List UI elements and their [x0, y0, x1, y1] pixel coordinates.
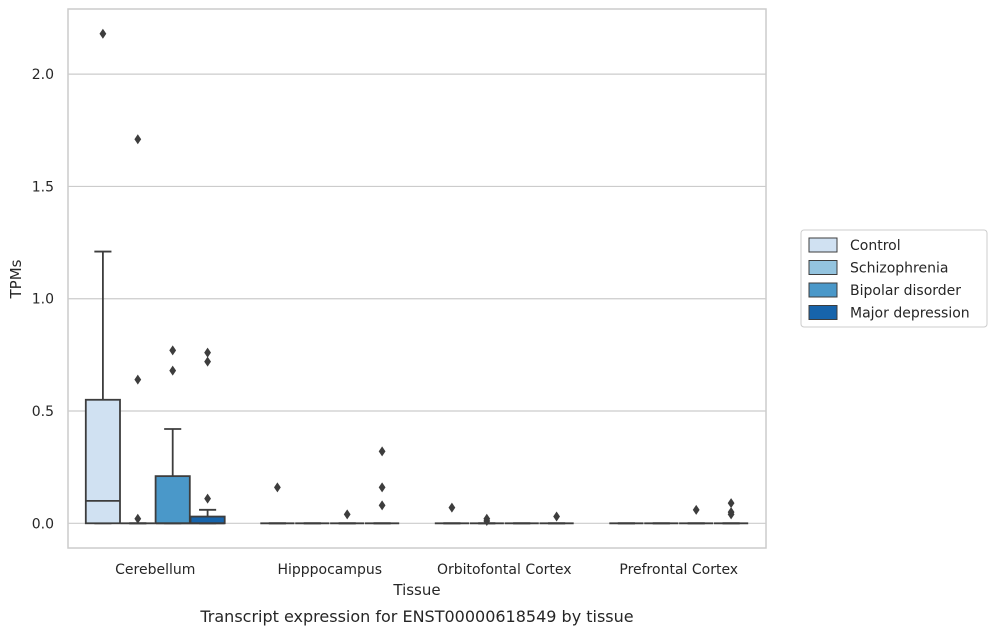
y-tick-label: 0.5 [32, 404, 54, 420]
outlier-point [378, 482, 386, 493]
y-axis-label: TPMs [7, 259, 25, 299]
x-tick-label: Cerebellum [115, 562, 195, 578]
legend-item-label: Schizophrenia [850, 261, 948, 277]
plot-frame [67, 8, 767, 549]
outlier-point [169, 365, 177, 376]
outlier-point [134, 374, 142, 385]
outlier-point [204, 347, 211, 358]
legend-swatch [808, 237, 838, 253]
legend-item-label: Control [850, 238, 901, 254]
box [154, 475, 191, 525]
x-axis-label: Tissue [392, 581, 440, 599]
outlier-point [204, 356, 211, 367]
box-plots [84, 28, 749, 527]
y-tick-label: 0.0 [32, 516, 54, 532]
box-plot [469, 513, 504, 527]
box-plot [539, 511, 574, 525]
y-tick-label: 2.0 [32, 67, 54, 83]
box-plot [364, 446, 400, 525]
outlier-point [134, 134, 142, 145]
y-tick-label: 1.5 [32, 179, 54, 195]
box-plot [434, 502, 470, 525]
outlier-point [378, 500, 386, 511]
outlier-point [99, 28, 107, 39]
x-tick-label: Prefrontal Cortex [619, 562, 738, 578]
box [84, 398, 121, 525]
box-plot [154, 345, 191, 525]
box-plot [260, 482, 295, 525]
legend-item-label: Bipolar disorder [850, 283, 961, 299]
outlier-point [204, 493, 211, 504]
box [189, 515, 226, 525]
outlier-point [169, 345, 177, 356]
outlier-point [448, 502, 456, 513]
legend-swatch [808, 260, 838, 275]
outlier-point [553, 511, 560, 522]
legend-swatch [808, 305, 838, 320]
outlier-point [727, 498, 735, 509]
outlier-point [483, 516, 491, 527]
box-plot [330, 509, 365, 525]
box-plot [189, 347, 226, 525]
legend-frame [800, 229, 988, 328]
outlier-point [727, 509, 735, 520]
outlier-point [343, 509, 351, 520]
outlier-point [274, 482, 281, 493]
box-plot [120, 134, 155, 525]
x-axis-ticks: Cerebellum Hipppocampus Orbitofontal Corte… [115, 562, 738, 578]
box-plot [84, 28, 121, 525]
box-plot [713, 498, 749, 525]
y-tick-label: 1.0 [32, 292, 54, 308]
legend: Control Schizophrenia Bipolar disorder Majo… [800, 229, 988, 328]
legend-item-label: Major depression [850, 306, 970, 322]
outlier-point [692, 504, 700, 515]
y-axis-ticks: 0.0 0.5 1.0 1.5 2.0 [32, 67, 54, 532]
outlier-point [134, 513, 142, 524]
x-tick-label: Hipppocampus [277, 562, 382, 578]
outlier-point [378, 446, 386, 457]
chart-caption: Transcript expression for ENST0000061854… [199, 607, 633, 626]
x-tick-label: Orbitofontal Cortex [437, 562, 572, 578]
box-plot [679, 504, 714, 525]
legend-swatch [808, 282, 838, 298]
